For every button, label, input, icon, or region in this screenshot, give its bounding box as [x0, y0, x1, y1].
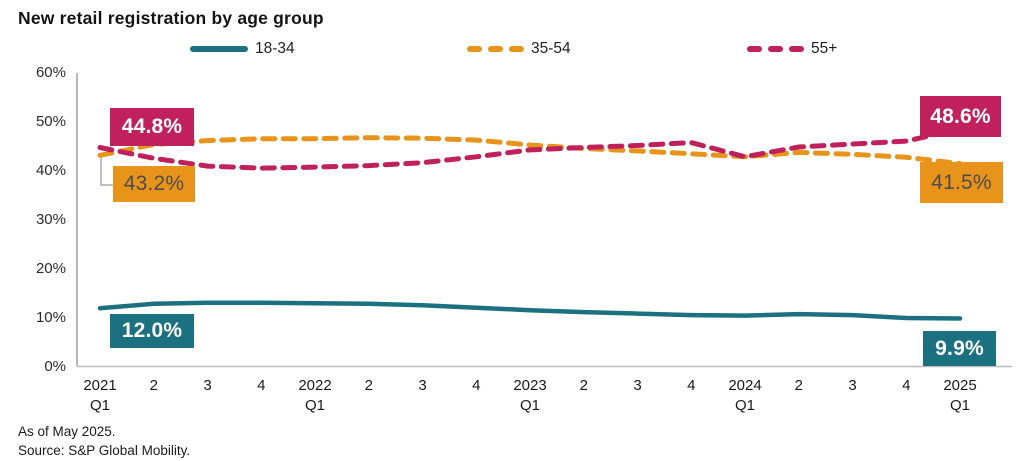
- series-line-35-54: [97, 135, 963, 167]
- legend-label: 18-34: [255, 40, 295, 57]
- y-tick-label: 10%: [35, 309, 66, 326]
- x-tick-label: 3: [203, 377, 212, 394]
- data-label: 43.2%: [113, 166, 195, 202]
- footer-source: Source: S&P Global Mobility.: [18, 442, 191, 458]
- x-tick-label: 2024 Q1: [728, 377, 762, 414]
- y-tick-label: 60%: [35, 64, 66, 81]
- x-tick-label: 4: [902, 377, 911, 394]
- x-tick-label: 4: [472, 377, 481, 394]
- data-label: 12.0%: [110, 314, 194, 348]
- series-line-18-34: [97, 300, 963, 321]
- legend-label: 35-54: [531, 40, 571, 57]
- y-tick-label: 30%: [35, 211, 66, 228]
- x-tick-label: 2: [364, 377, 373, 394]
- y-tick-label: 40%: [35, 162, 66, 179]
- footer-asof: As of May 2025.: [18, 424, 116, 439]
- x-tick-label: 4: [257, 377, 266, 394]
- data-label: 48.6%: [920, 96, 1001, 137]
- x-tick-label: 2021 Q1: [83, 377, 117, 414]
- legend-label: 55+: [811, 40, 838, 57]
- x-tick-label: 3: [848, 377, 857, 394]
- legend-item-35-54: 35-54: [467, 38, 571, 60]
- y-tick-label: 50%: [35, 113, 66, 130]
- series-line-55+: [97, 126, 963, 171]
- y-tick-label: 20%: [35, 260, 66, 277]
- x-tick-label: 4: [687, 377, 696, 394]
- x-tick-label: 2: [149, 377, 158, 394]
- x-tick-label: 3: [418, 377, 427, 394]
- x-tick-label: 2: [794, 377, 803, 394]
- legend-item-55plus: 55+: [747, 38, 837, 60]
- y-tick-label: 0%: [44, 358, 66, 375]
- x-tick-label: 2023 Q1: [513, 377, 547, 414]
- legend-item-18-34: 18-34: [190, 38, 295, 60]
- footer-note: As of May 2025. Source: S&P Global Mobil…: [18, 423, 190, 461]
- legend-swatch-solid-line-icon: [190, 46, 248, 52]
- x-tick-label: 2: [579, 377, 588, 394]
- callout-connector-line: [100, 153, 113, 186]
- x-tick-label: 2025 Q1: [943, 377, 977, 414]
- data-label: 44.8%: [110, 108, 194, 146]
- legend-swatch-dashed-line-icon: [467, 46, 524, 52]
- legend-swatch-dashed-line-icon: [747, 46, 804, 52]
- chart-title: New retail registration by age group: [18, 8, 324, 28]
- x-tick-label: 3: [633, 377, 642, 394]
- x-tick-label: 2022 Q1: [298, 377, 332, 414]
- data-label: 41.5%: [920, 162, 1003, 203]
- data-label: 9.9%: [923, 331, 996, 366]
